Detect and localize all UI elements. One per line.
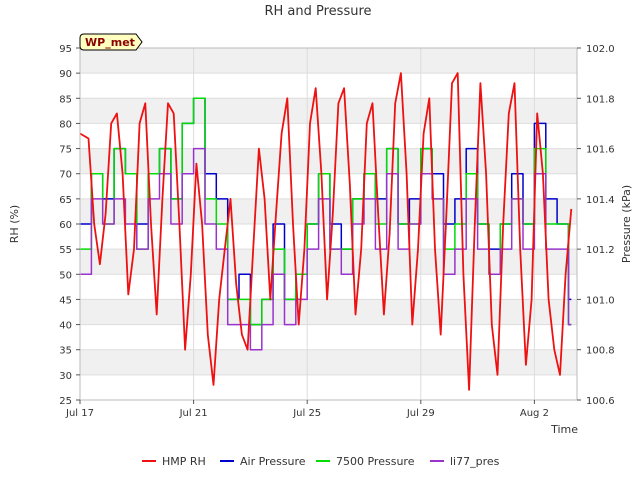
background-band [80,148,577,174]
station-badge: WP_met [79,33,143,51]
series-line-hmp-rh [79,72,573,391]
station-badge-label: WP_met [85,36,135,49]
background-band [80,349,577,375]
y-tick-label: 50 [59,270,72,281]
y-tick-label: 45 [59,295,72,306]
y2-tick-label: 100.6 [586,396,615,407]
y-tick-label: 40 [59,321,72,332]
y-tick-label: 25 [59,396,72,407]
background-band [80,198,577,224]
y-tick-label: 95 [59,44,72,55]
y-tick-label: 85 [59,94,72,105]
x-tick-label: Aug 2 [520,408,549,419]
y-tick-label: 80 [59,119,72,130]
y-tick-label: 70 [59,170,72,181]
y2-axis-label: Pressure (kPa) [620,185,633,263]
background-band [80,98,577,124]
y2-tick-label: 101.8 [586,94,615,105]
plot-series [79,72,573,391]
x-axis-ticks: Jul 17 Jul 21 Jul 25 Jul 29 Aug 2 [65,400,549,419]
y-axis-right-ticks: 100.6 100.8 101.0 101.2 101.4 101.6 101.8 102.0 [577,44,615,407]
y2-tick-label: 100.8 [586,346,615,357]
legend-label-air-pressure: Air Pressure [240,455,306,468]
legend-label-hmp-rh: HMP RH [162,455,206,468]
chart-title: RH and Pressure [264,4,371,19]
y-tick-label: 55 [59,245,72,256]
y2-tick-label: 101.6 [586,145,615,156]
y-tick-label: 90 [59,69,72,80]
y-axis-label: RH (%) [8,205,21,243]
y-tick-label: 35 [59,346,72,357]
y2-tick-label: 101.2 [586,245,615,256]
y-tick-label: 60 [59,220,72,231]
y-axis-left-ticks: 25 30 35 40 45 50 55 60 65 70 75 80 85 90 95 [59,44,80,407]
y-tick-label: 75 [59,145,72,156]
y2-tick-label: 102.0 [586,44,615,55]
legend-label-7500-pressure: 7500 Pressure [336,455,415,468]
y2-tick-label: 101.4 [586,195,615,206]
x-tick-label: Jul 21 [179,408,208,419]
background-band [80,48,577,74]
x-tick-label: Jul 17 [65,408,94,419]
x-tick-label: Jul 29 [406,408,435,419]
plot-background-bands [80,48,577,375]
x-axis-label: Time [550,423,578,436]
y2-tick-label: 101.0 [586,295,615,306]
legend: HMP RH Air Pressure 7500 Pressure li77_pres [142,455,500,468]
background-band [80,299,577,325]
legend-label-li77-pres: li77_pres [450,455,500,468]
x-tick-label: Jul 25 [292,408,321,419]
y-tick-label: 65 [59,195,72,206]
station-badge-shape [79,33,143,51]
y-tick-label: 30 [59,371,72,382]
